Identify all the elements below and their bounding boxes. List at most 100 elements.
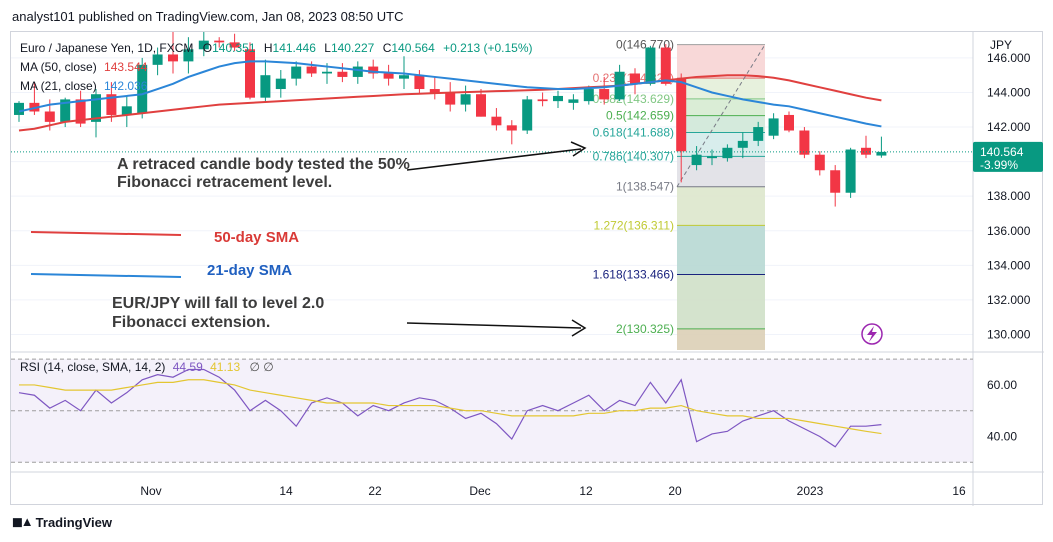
current-price-value: 140.564	[980, 145, 1024, 159]
high-value: 141.446	[273, 41, 317, 55]
tradingview-logo[interactable]: ◼▲ TradingView	[12, 514, 112, 530]
price-tick-label: 132.000	[987, 293, 1031, 307]
fib-level-label: 1.618(133.466)	[593, 268, 674, 282]
lightning-icon[interactable]	[861, 323, 883, 345]
candle-body	[583, 89, 594, 102]
fall-arrow	[406, 322, 582, 329]
candle-body	[152, 54, 163, 65]
price-tick-label: 142.000	[987, 120, 1031, 134]
candle-body	[399, 75, 409, 79]
candle-body	[722, 147, 733, 159]
fib-level-label: 0.618(141.688)	[593, 125, 674, 139]
low-value: 140.227	[331, 41, 375, 55]
fall-arrowhead	[571, 319, 587, 337]
price-chart[interactable]: 0(146.770)0.236(144.829)0.382(143.629)0.…	[11, 32, 1044, 506]
candle-body	[737, 140, 748, 148]
candle-body	[460, 94, 471, 105]
fib-level-label: 1.272(136.311)	[593, 218, 674, 232]
retrace-arrowhead	[570, 141, 587, 157]
candle-body	[660, 47, 671, 84]
change-value: +0.213 (+0.15%)	[443, 41, 532, 55]
candle-body	[845, 149, 856, 193]
candle-body	[861, 147, 871, 155]
price-tick-label: 136.000	[987, 224, 1031, 238]
candle-body	[121, 106, 132, 115]
candle-body	[429, 89, 440, 93]
fib-level-label: 0.5(142.659)	[606, 109, 674, 123]
candle-body	[691, 154, 702, 166]
candle-body	[599, 89, 610, 100]
candle-body	[707, 156, 717, 159]
fib-zone	[677, 274, 765, 329]
chart-frame[interactable]: 0(146.770)0.236(144.829)0.382(143.629)0.…	[10, 31, 1044, 506]
candle-body	[537, 99, 548, 102]
fib-zone	[677, 44, 765, 79]
close-label: C	[383, 41, 392, 55]
candle-body	[799, 130, 810, 155]
ma21-line	[18, 60, 882, 128]
fib-zone	[677, 78, 765, 99]
candle-body	[91, 94, 101, 122]
fib-level-label: 1(138.547)	[616, 180, 674, 194]
candle-body	[368, 66, 379, 74]
candle-body	[491, 116, 502, 126]
ma50-legend-value: 143.544	[104, 60, 148, 74]
time-tick-label: 14	[279, 484, 293, 498]
price-tick-label: 144.000	[987, 85, 1031, 99]
sma50-label: 50-day SMA	[214, 229, 299, 246]
time-tick-label: 20	[668, 484, 682, 498]
time-tick-label: 16	[952, 484, 966, 498]
candle-body	[183, 49, 194, 62]
candle-body	[753, 127, 764, 141]
candle-body	[645, 47, 656, 84]
candle-body	[352, 66, 363, 77]
ma50-legend: MA (50, close) 143.544	[20, 60, 148, 74]
fall-annotation-line1: EUR/JPY will fall to level 2.0	[112, 295, 324, 312]
candle-body	[14, 102, 24, 115]
ma21-legend-value: 142.036	[104, 79, 148, 93]
time-tick-label: Dec	[469, 484, 490, 498]
close-value: 140.564	[391, 41, 435, 55]
sma21-legend-line	[30, 273, 182, 278]
candle-body	[830, 170, 841, 193]
open-label: O	[203, 41, 212, 55]
fib-level-label: 0.786(140.307)	[593, 149, 674, 163]
ma50-line	[18, 74, 882, 132]
candle-body	[676, 78, 687, 152]
retrace-arrow	[406, 148, 582, 171]
ma21-legend: MA (21, close) 142.036	[20, 79, 148, 93]
candle-body	[322, 71, 332, 74]
rsi-legend-label: RSI (14, close, SMA, 14, 2)	[20, 360, 165, 374]
currency-label: JPY	[990, 38, 1012, 52]
time-tick-label: Nov	[140, 484, 161, 498]
fib-zone	[677, 132, 765, 157]
candle-body	[106, 94, 117, 115]
current-price-badge	[973, 141, 1043, 172]
time-tick-label: 2023	[797, 484, 824, 498]
candle-body	[876, 151, 887, 156]
candle-body	[814, 154, 825, 171]
price-tick-label: 138.000	[987, 189, 1031, 203]
sma21-label: 21-day SMA	[207, 262, 292, 279]
ohlc-legend: Euro / Japanese Yen, 1D, FXCM O140.351 H…	[20, 41, 533, 55]
rsi-tick-label: 60.00	[987, 378, 1017, 392]
low-label: L	[324, 41, 331, 55]
high-label: H	[264, 41, 273, 55]
published-header: analyst101 published on TradingView.com,…	[12, 9, 404, 24]
candle-body	[506, 125, 517, 131]
rsi-sma-line	[19, 379, 882, 435]
candle-body	[60, 99, 71, 122]
rsi-sma-legend-value: 41.13	[210, 360, 240, 374]
candle-body	[784, 114, 794, 131]
candle-body	[306, 66, 317, 74]
fib-zone	[677, 225, 765, 275]
open-value: 140.351	[212, 41, 256, 55]
candle-body	[275, 78, 286, 90]
candle-body	[553, 95, 563, 102]
ma21-legend-label: MA (21, close)	[20, 79, 97, 93]
candle-body	[768, 118, 779, 136]
candle-body	[75, 99, 86, 124]
retrace-annotation-line1: A retraced candle body tested the 50%	[117, 156, 410, 173]
candle-body	[198, 40, 209, 50]
fib-level-label: 0(146.770)	[616, 38, 674, 52]
